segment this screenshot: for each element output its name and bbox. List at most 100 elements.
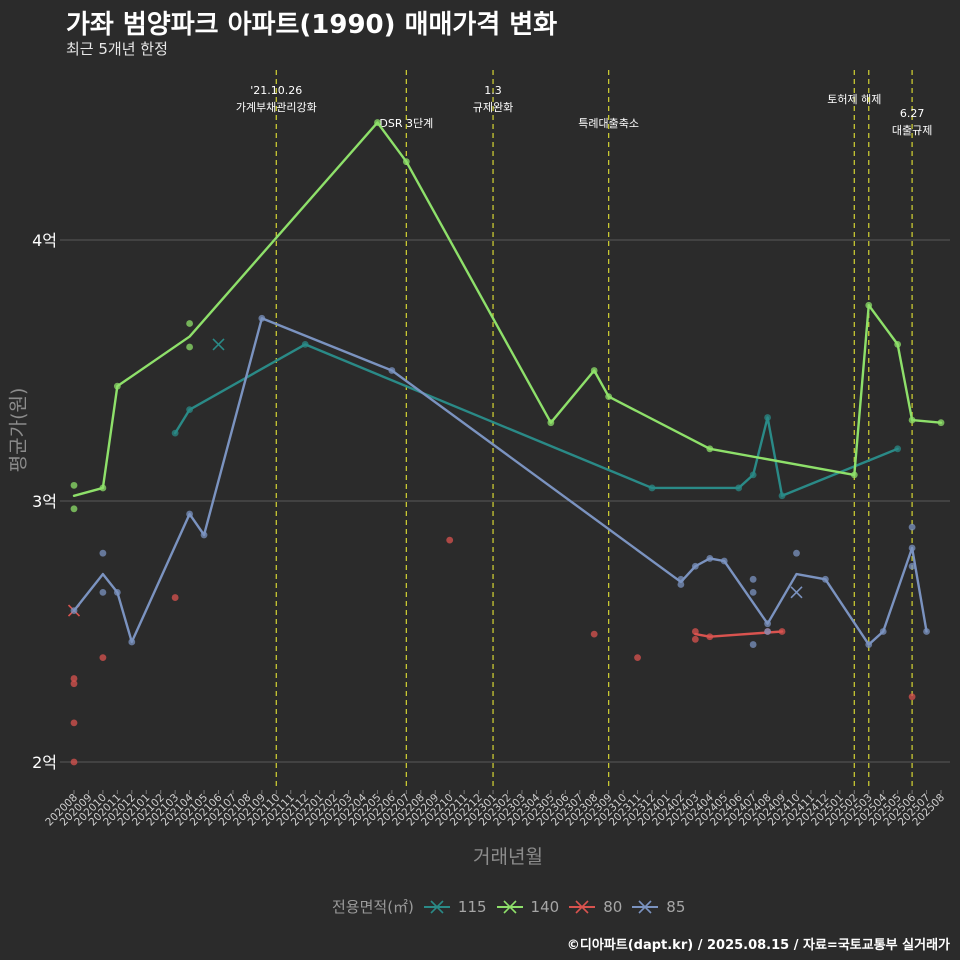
data-point-85 [186, 510, 194, 518]
data-point-85 [923, 628, 930, 635]
legend-cross [575, 899, 589, 914]
cross-marker-115 [212, 338, 225, 351]
data-point-80 [70, 675, 78, 682]
data-point-80 [446, 536, 454, 544]
cross-stroke [212, 338, 225, 351]
series-line-140 [72, 121, 943, 497]
event-label: 가계부채관리강화 [236, 101, 317, 114]
event-label: 특례대출축소 [578, 117, 639, 130]
data-point-140 [374, 119, 381, 126]
data-point-85 [70, 607, 78, 615]
y-axis-label: 평균가(원) [7, 387, 30, 473]
legend-item-140: 140 [495, 897, 560, 916]
data-point-85 [258, 314, 266, 322]
data-point-80 [70, 719, 78, 727]
data-point-140 [908, 416, 916, 424]
data-point-115 [301, 341, 309, 348]
data-point-85 [749, 588, 757, 596]
data-point-140 [113, 382, 121, 390]
data-point-85 [908, 523, 916, 531]
data-point-115 [735, 484, 743, 492]
legend-label-85: 85 [666, 897, 686, 916]
data-point-85 [677, 575, 685, 583]
x-axis-label: 거래년월 [473, 846, 543, 868]
data-point-80 [590, 630, 598, 638]
data-point-115 [186, 406, 194, 414]
y-tick-label: 4억 [32, 231, 57, 250]
data-point-85 [113, 588, 121, 596]
data-point-85 [865, 641, 873, 648]
source-caption: ©디아파트(dapt.kr) / 2025.08.15 / 자료=국토교통부 실… [566, 938, 950, 953]
series-115 [171, 338, 902, 500]
series-140 [70, 119, 945, 513]
legend-item-80: 80 [567, 898, 622, 916]
legend-item-115: 115 [422, 898, 487, 916]
data-point-140 [605, 393, 613, 400]
event-label: 규제완화 [473, 101, 513, 114]
data-point-80 [691, 635, 699, 643]
data-point-80 [634, 654, 641, 661]
event-label: 1.3 [484, 84, 502, 97]
series-layer [67, 119, 945, 766]
data-point-140 [70, 505, 78, 513]
event-label: 대출규제 [892, 124, 932, 137]
data-point-85 [128, 638, 136, 646]
data-point-85 [908, 544, 916, 552]
data-point-80 [691, 628, 699, 635]
data-point-85 [706, 555, 714, 562]
data-point-115 [764, 414, 771, 421]
grid-layer [60, 239, 950, 763]
event-label: '21.10.26 [250, 84, 302, 97]
data-point-80 [171, 594, 179, 601]
data-point-140 [590, 367, 598, 374]
y-tick-label: 3억 [32, 492, 57, 511]
data-point-80 [908, 693, 916, 701]
data-point-85 [99, 549, 107, 557]
data-point-85 [793, 549, 800, 557]
axis-layer: 2억3억4억2020082020092020102020112020122021… [32, 231, 947, 828]
data-point-85 [749, 575, 757, 583]
data-point-80 [99, 654, 107, 661]
data-point-140 [70, 481, 78, 489]
data-point-140 [186, 343, 194, 351]
data-point-85 [677, 581, 685, 588]
legend-cross [502, 899, 517, 914]
data-point-80 [70, 680, 78, 688]
series-line-115 [173, 343, 899, 497]
data-point-85 [879, 628, 887, 635]
data-point-85 [388, 367, 396, 374]
data-point-85 [764, 620, 771, 628]
data-point-85 [99, 588, 107, 596]
legend: 전용면적(㎡) 115 140 80 85 [332, 896, 685, 917]
data-point-80 [70, 758, 78, 766]
data-point-85 [200, 531, 208, 539]
data-point-140 [186, 320, 194, 327]
legend-swatch-85 [632, 899, 659, 914]
event-label: 6.27 [900, 107, 925, 120]
legend-item-85: 85 [630, 898, 685, 916]
data-point-80 [706, 633, 714, 641]
data-point-140 [547, 419, 555, 427]
series-85 [70, 314, 930, 648]
legend-cross [638, 899, 652, 914]
chart-title: 가좌 범양파크 아파트(1990) 매매가격 변화 [66, 10, 558, 40]
data-point-85 [720, 557, 728, 565]
data-point-85 [764, 628, 771, 635]
cross-stroke [790, 586, 803, 599]
data-point-80 [778, 628, 786, 635]
legend-label-80: 80 [603, 897, 623, 916]
event-label: DSR 3단계 [379, 117, 433, 130]
legend-swatch-140 [496, 899, 523, 914]
data-point-140 [99, 484, 107, 492]
legend-swatch-80 [569, 899, 596, 914]
data-point-115 [894, 445, 902, 453]
legend-label-140: 140 [530, 897, 560, 916]
data-point-85 [691, 562, 699, 570]
cross-marker-85 [790, 586, 803, 599]
data-point-140 [850, 471, 858, 479]
data-point-115 [648, 484, 656, 492]
data-point-115 [171, 429, 179, 437]
data-point-115 [749, 471, 757, 479]
